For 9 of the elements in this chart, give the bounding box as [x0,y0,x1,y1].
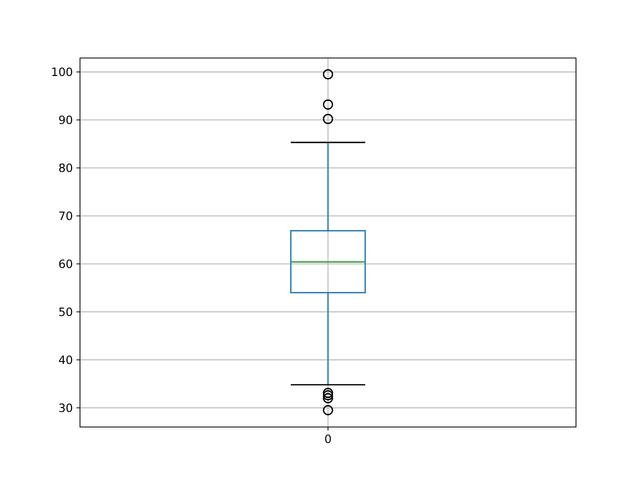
y-tick-label: 80 [58,160,73,175]
y-tick-label: 30 [58,400,73,415]
y-tick-label: 60 [58,256,73,271]
y-tick-label: 40 [58,352,73,367]
y-tick-label: 50 [58,304,73,319]
x-tick-label: 0 [324,432,332,446]
y-tick-label: 70 [58,208,73,223]
y-tick-label: 90 [58,112,73,127]
y-tick-label: 100 [51,64,73,79]
